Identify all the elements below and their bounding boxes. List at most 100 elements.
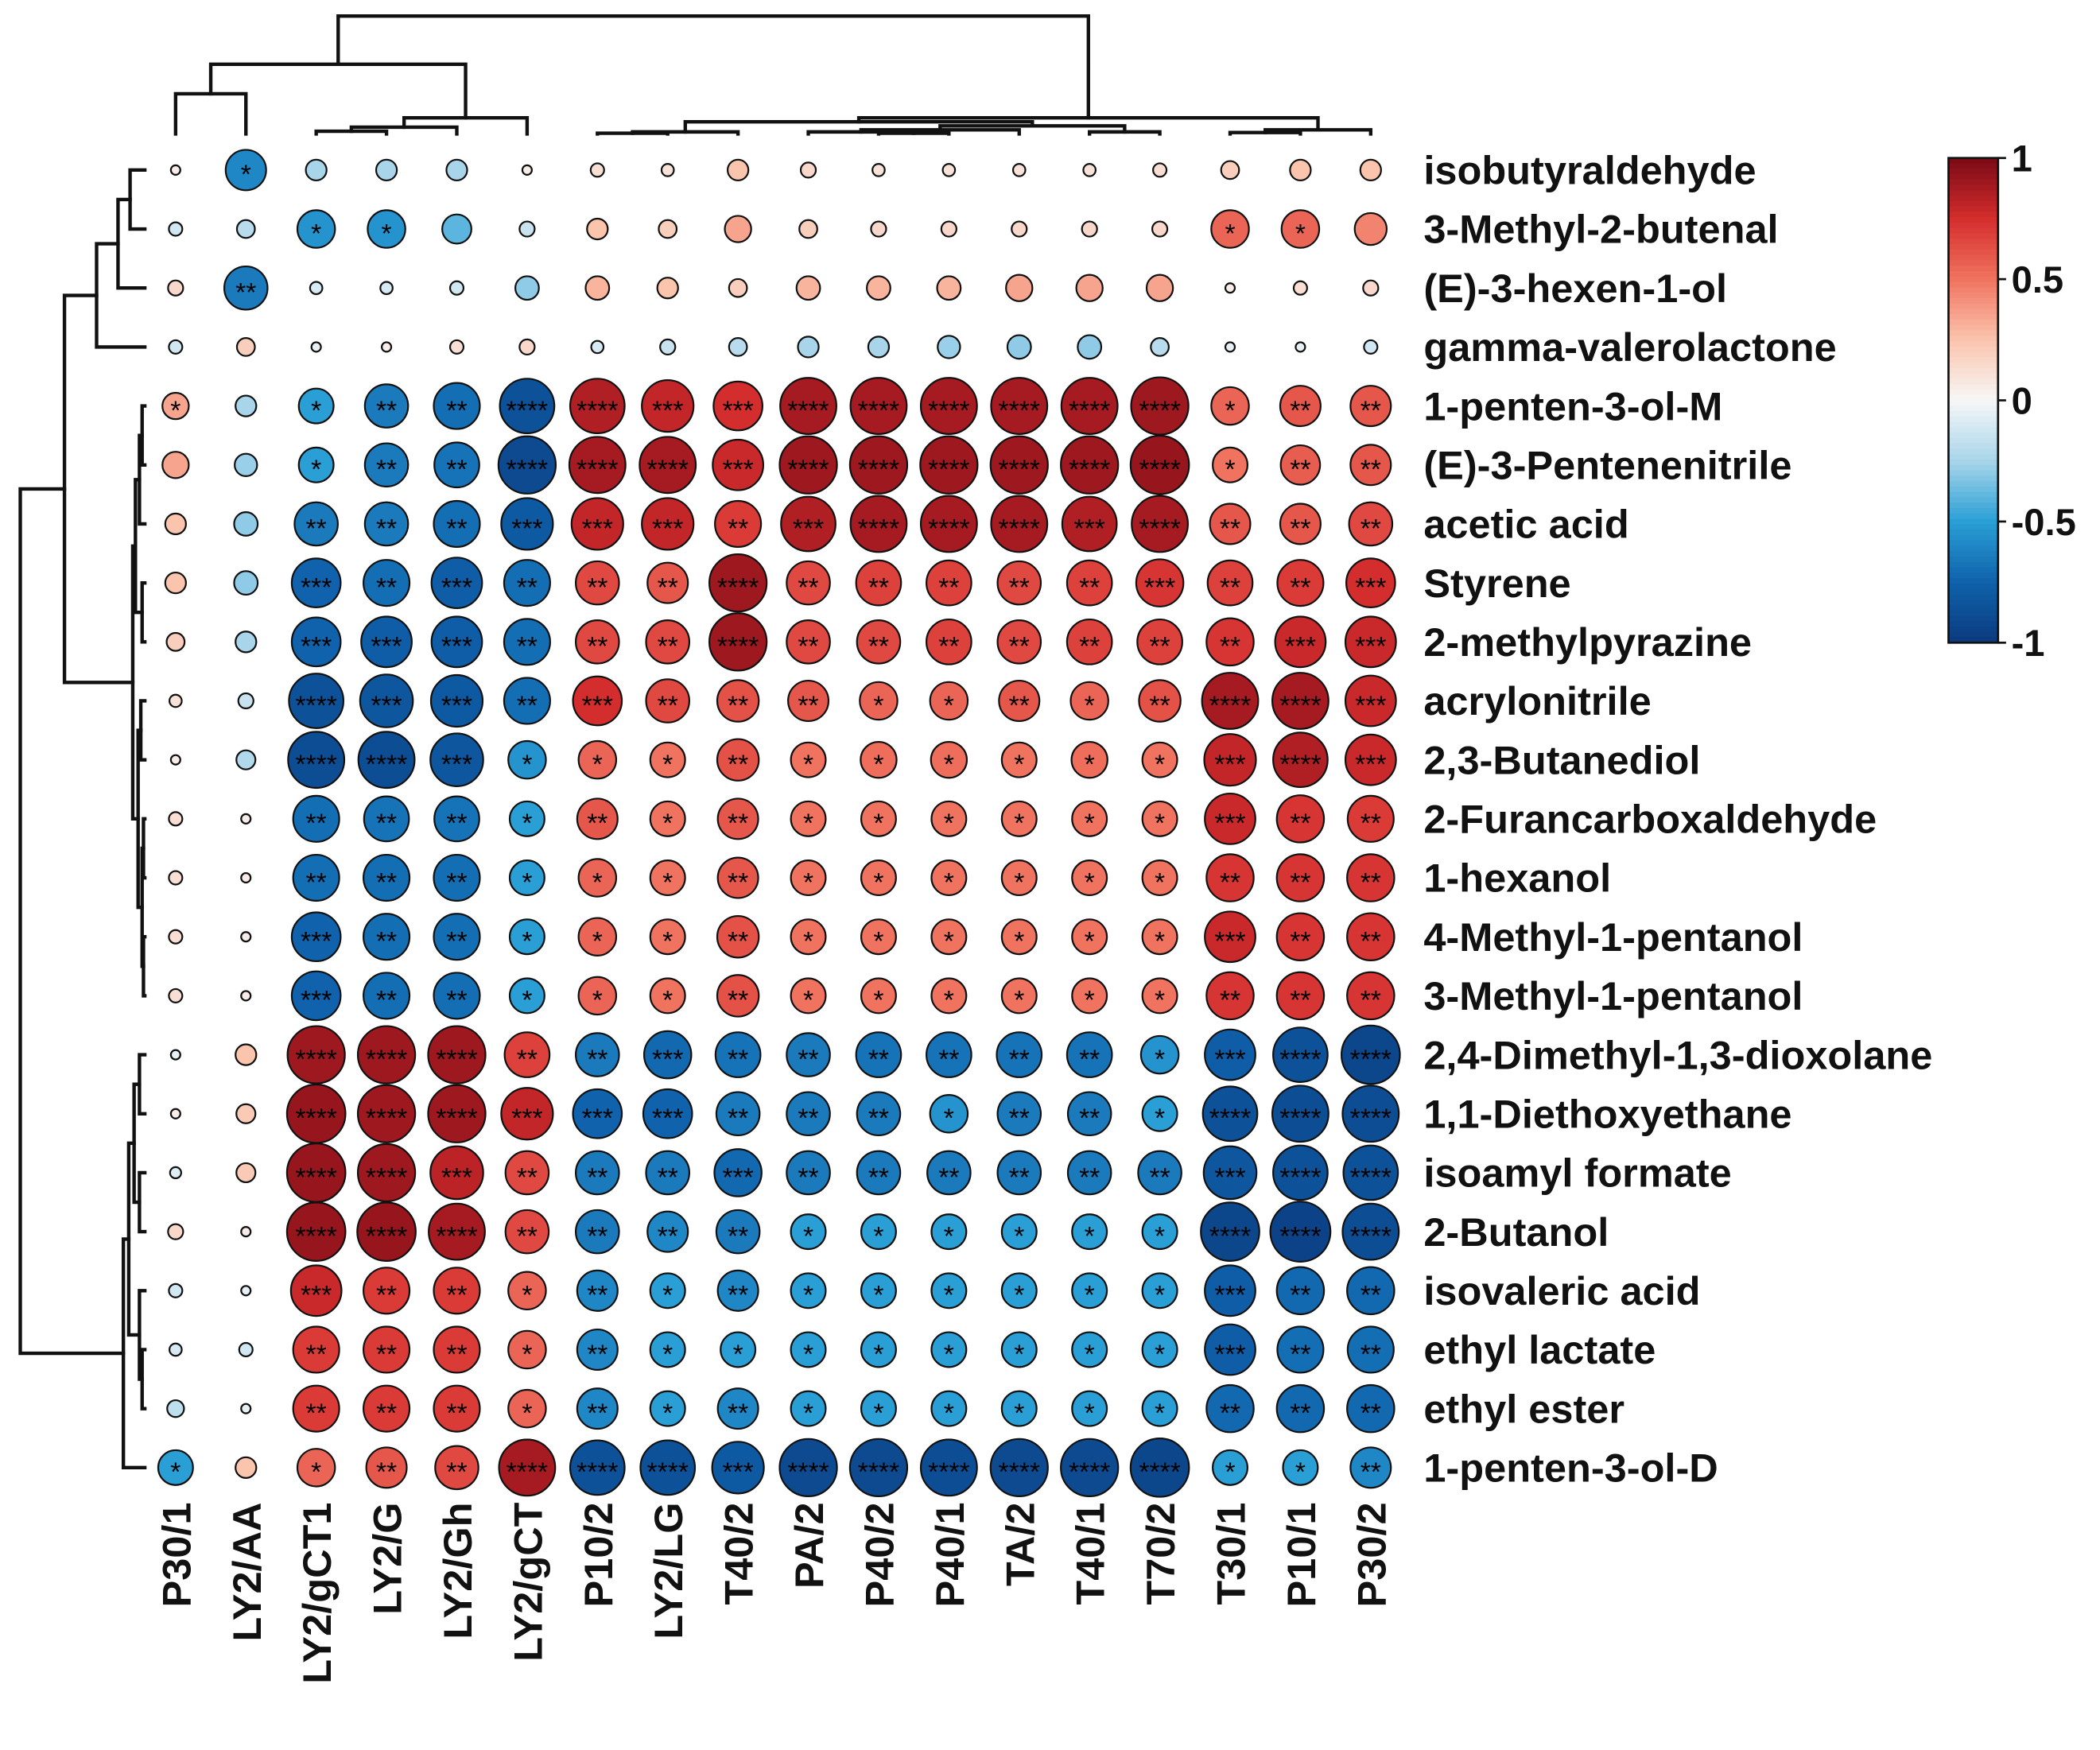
- significance-label: *: [873, 751, 883, 780]
- correlation-cell: [1275, 1383, 1326, 1434]
- correlation-cell: [1000, 800, 1038, 837]
- correlation-cell: [375, 158, 398, 182]
- correlation-cell: [1066, 559, 1113, 607]
- correlation-cell: [728, 277, 748, 298]
- significance-label: **: [658, 573, 678, 603]
- significance-label: ****: [1279, 1104, 1321, 1134]
- correlation-cell: [1292, 280, 1308, 296]
- significance-label: *: [944, 927, 954, 956]
- correlation-cell: [233, 570, 259, 596]
- correlation-cell: [716, 914, 760, 959]
- correlation-cell: [1276, 1325, 1325, 1374]
- significance-label: ****: [787, 396, 829, 425]
- correlation-cell: [849, 495, 908, 553]
- correlation-cell: [235, 1103, 257, 1124]
- significance-label: **: [938, 632, 959, 662]
- correlation-cell: [780, 495, 837, 553]
- significance-label: ****: [1209, 1222, 1251, 1251]
- correlation-cell: [1289, 158, 1312, 182]
- correlation-cell: [860, 1331, 897, 1368]
- correlation-cell: [240, 1285, 252, 1297]
- correlation-cell: [641, 378, 695, 433]
- colorbar-slice: [1948, 437, 1998, 444]
- significance-label: **: [728, 1399, 748, 1429]
- correlation-cell: [919, 1438, 978, 1497]
- significance-label: *: [1014, 809, 1024, 839]
- colorbar-slice: [1948, 572, 1998, 580]
- significance-label: *: [944, 986, 954, 1015]
- correlation-cell: [518, 220, 536, 238]
- significance-label: *: [592, 927, 603, 956]
- correlation-cell: [497, 435, 557, 495]
- significance-label: ****: [1350, 1045, 1392, 1074]
- correlation-cell: [1363, 339, 1379, 355]
- correlation-cell: [660, 163, 675, 177]
- significance-label: ***: [582, 691, 613, 720]
- correlation-cell: [1279, 502, 1322, 545]
- correlation-cell: [1200, 1201, 1260, 1262]
- correlation-cell: [649, 1331, 686, 1368]
- colorbar-slice: [1948, 330, 1998, 337]
- row-dendrogram-link: [18, 487, 126, 1356]
- significance-label: ****: [1069, 1458, 1110, 1488]
- correlation-cell: [508, 977, 545, 1015]
- correlation-cell: [790, 1331, 827, 1368]
- correlation-cell: [1141, 800, 1178, 837]
- colorbar-slice: [1948, 373, 1998, 380]
- correlation-cell: [778, 435, 838, 495]
- correlation-cell: [360, 615, 413, 669]
- correlation-cell: [235, 631, 258, 654]
- correlation-cell: [363, 1384, 411, 1433]
- significance-label: ***: [371, 632, 402, 662]
- significance-label: *: [522, 868, 532, 898]
- colorbar-slice: [1948, 223, 1998, 229]
- correlation-cell: [1141, 1213, 1178, 1251]
- correlation-cell: [860, 918, 897, 956]
- correlation-cell: [1060, 1438, 1120, 1497]
- significance-label: *: [382, 219, 392, 249]
- correlation-cell: [1071, 859, 1108, 897]
- correlation-cell: [430, 557, 483, 610]
- correlation-cell: [1137, 1150, 1182, 1196]
- significance-label: ****: [717, 573, 759, 603]
- significance-label: **: [306, 1340, 327, 1369]
- column-dendrogram-link: [173, 91, 248, 136]
- colorbar-slice: [1948, 308, 1998, 316]
- significance-label: **: [1009, 691, 1030, 720]
- significance-label: ****: [366, 1163, 407, 1193]
- correlation-cell: [930, 740, 968, 779]
- significance-label: *: [1155, 1340, 1165, 1369]
- correlation-cell: [790, 1272, 827, 1310]
- significance-label: *: [803, 1222, 813, 1251]
- correlation-cell: [240, 931, 252, 943]
- correlation-cell: [521, 164, 533, 176]
- column-label: P30/1: [153, 1502, 199, 1607]
- correlation-cell: [296, 209, 336, 249]
- colorbar-slice: [1948, 604, 1998, 611]
- correlation-cell: [576, 1269, 619, 1312]
- correlation-cell: [292, 794, 340, 843]
- significance-label: *: [241, 161, 251, 190]
- column-label: T70/2: [1138, 1502, 1183, 1604]
- significance-label: **: [1361, 514, 1381, 544]
- significance-label: *: [1225, 219, 1235, 249]
- significance-label: **: [306, 809, 327, 839]
- colorbar-slice: [1948, 497, 1998, 504]
- correlation-cell: [996, 619, 1042, 665]
- colorbar-slice: [1948, 217, 1998, 223]
- significance-label: **: [1079, 632, 1100, 662]
- correlation-cell: [508, 918, 545, 956]
- significance-label: **: [1361, 1340, 1381, 1369]
- correlation-cell: [1346, 1325, 1395, 1374]
- column-label: LY2/gCT: [505, 1502, 550, 1661]
- correlation-cell: [577, 858, 618, 898]
- significance-label: ***: [1355, 573, 1386, 603]
- correlation-cell: [926, 559, 972, 607]
- correlation-cell: [363, 972, 411, 1020]
- significance-label: *: [522, 986, 532, 1015]
- correlation-cell: [649, 918, 686, 956]
- significance-label: ***: [582, 514, 613, 544]
- significance-label: ***: [1214, 1281, 1245, 1310]
- correlation-cell: [433, 795, 480, 843]
